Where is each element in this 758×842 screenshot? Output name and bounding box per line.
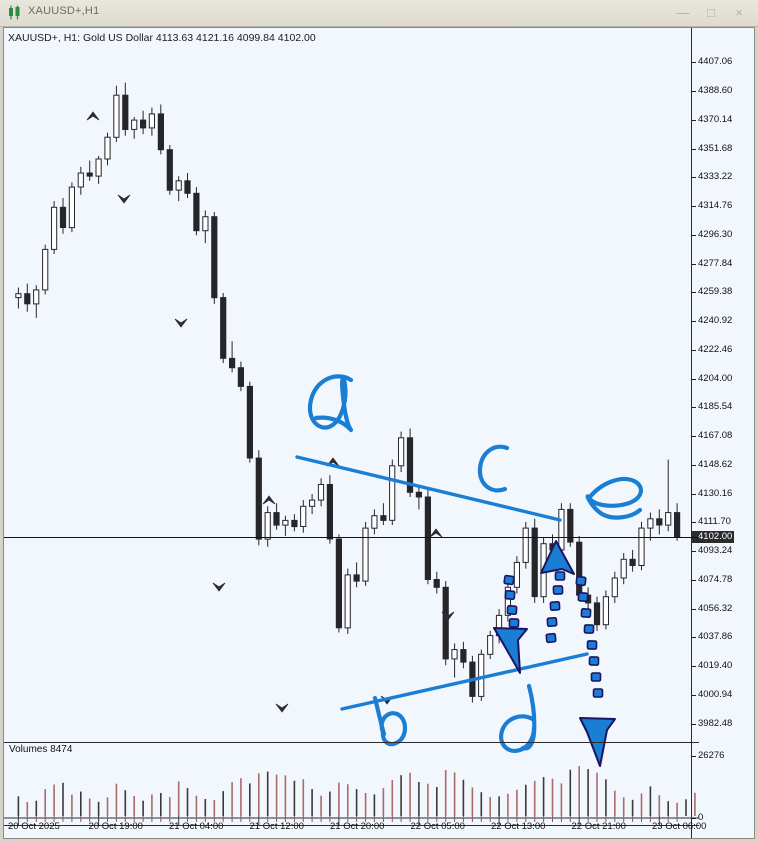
time-axis-graduations xyxy=(4,816,699,826)
price-axis-tick: 4351.68 xyxy=(692,143,732,154)
price-axis-tick: 4130.16 xyxy=(692,488,732,499)
price-axis-tick: 4407.06 xyxy=(692,56,732,67)
chart-header-text: XAUUSD+, H1: Gold US Dollar 4113.63 4121… xyxy=(8,32,316,44)
time-axis-label: 21 Oct 04:00 xyxy=(169,821,224,832)
price-axis-tick: 3982.48 xyxy=(692,718,732,729)
current-price-label: 4102.00 xyxy=(692,531,735,544)
price-axis-tick: 4277.84 xyxy=(692,258,732,269)
price-axis-tick: 4148.62 xyxy=(692,459,732,470)
window-titlebar: XAUUSD+,H1 — □ × xyxy=(0,0,758,27)
price-axis-tick: 4333.22 xyxy=(692,171,732,182)
price-axis-tick: 4167.08 xyxy=(692,430,732,441)
price-axis-tick: 4296.30 xyxy=(692,229,732,240)
volume-axis-tick: 26276 xyxy=(692,750,724,761)
price-axis-tick: 4111.70 xyxy=(692,516,731,527)
time-axis-label: 23 Oct 06:00 xyxy=(652,821,707,832)
price-axis-tick: 4074.78 xyxy=(692,574,732,585)
time-axis-label: 22 Oct 13:00 xyxy=(491,821,546,832)
volume-chart-svg xyxy=(4,742,699,819)
price-axis-tick: 4037.86 xyxy=(692,631,732,642)
price-axis-tick: 4240.92 xyxy=(692,315,732,326)
price-axis-tick: 4056.32 xyxy=(692,603,732,614)
time-axis-label: 21 Oct 20:00 xyxy=(330,821,385,832)
price-chart-svg xyxy=(4,82,699,767)
time-axis-label: 21 Oct 12:00 xyxy=(249,821,304,832)
price-axis-tick: 4222.46 xyxy=(692,344,732,355)
price-axis-tick: 4093.24 xyxy=(692,545,732,556)
window-title: XAUUSD+,H1 xyxy=(28,5,100,17)
price-plot-area[interactable] xyxy=(4,28,699,838)
letter-a xyxy=(307,374,354,433)
price-axis-tick: 4370.14 xyxy=(692,114,732,125)
arrow-up-middle xyxy=(540,540,575,644)
chart-frame: XAUUSD+, H1: Gold US Dollar 4113.63 4121… xyxy=(3,27,755,839)
candlestick-icon xyxy=(7,5,22,20)
letter-b xyxy=(372,695,408,747)
upper-trendline xyxy=(295,455,562,522)
letter-c xyxy=(477,444,510,493)
price-scale[interactable]: 4407.06 4388.60 4370.14 4351.68 4333.22 4314.… xyxy=(691,28,754,838)
price-axis-tick: 4388.60 xyxy=(692,85,732,96)
price-axis-tick: 4185.54 xyxy=(692,401,732,412)
price-axis-tick: 4019.40 xyxy=(692,660,732,671)
time-axis-label: 22 Oct 05:00 xyxy=(410,821,465,832)
time-axis-label: 20 Oct 2025 xyxy=(8,821,60,832)
minimize-button[interactable]: — xyxy=(676,5,690,20)
price-axis-tick: 4259.38 xyxy=(692,286,732,297)
indicator-label: Volumes 8474 xyxy=(9,744,73,755)
arrow-down-left xyxy=(493,574,528,674)
time-axis[interactable]: 20 Oct 2025 20 Oct 19:00 21 Oct 04:00 21 Oc… xyxy=(4,816,706,838)
lower-trendline xyxy=(340,652,589,711)
volume-pane[interactable]: Volumes 8474 xyxy=(4,742,699,819)
close-button[interactable]: × xyxy=(735,5,743,20)
price-axis-tick: 4204.00 xyxy=(692,373,732,384)
maximize-button[interactable]: □ xyxy=(707,5,715,20)
letter-e xyxy=(585,476,644,520)
time-axis-label: 22 Oct 21:00 xyxy=(571,821,626,832)
price-axis-tick: 4000.94 xyxy=(692,689,732,700)
window-controls: — □ × xyxy=(668,3,752,23)
time-axis-label: 20 Oct 19:00 xyxy=(88,821,143,832)
price-axis-tick: 4314.76 xyxy=(692,200,732,211)
letter-d xyxy=(499,683,537,753)
